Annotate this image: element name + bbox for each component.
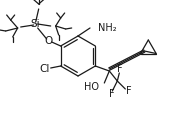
Text: F: F [125, 86, 131, 96]
Text: HO: HO [84, 82, 99, 92]
Text: O: O [45, 36, 53, 46]
Text: F: F [116, 64, 122, 74]
Text: Cl: Cl [39, 64, 50, 74]
Text: F: F [109, 89, 114, 99]
Text: Si: Si [31, 19, 41, 29]
Text: NH₂: NH₂ [98, 23, 117, 33]
